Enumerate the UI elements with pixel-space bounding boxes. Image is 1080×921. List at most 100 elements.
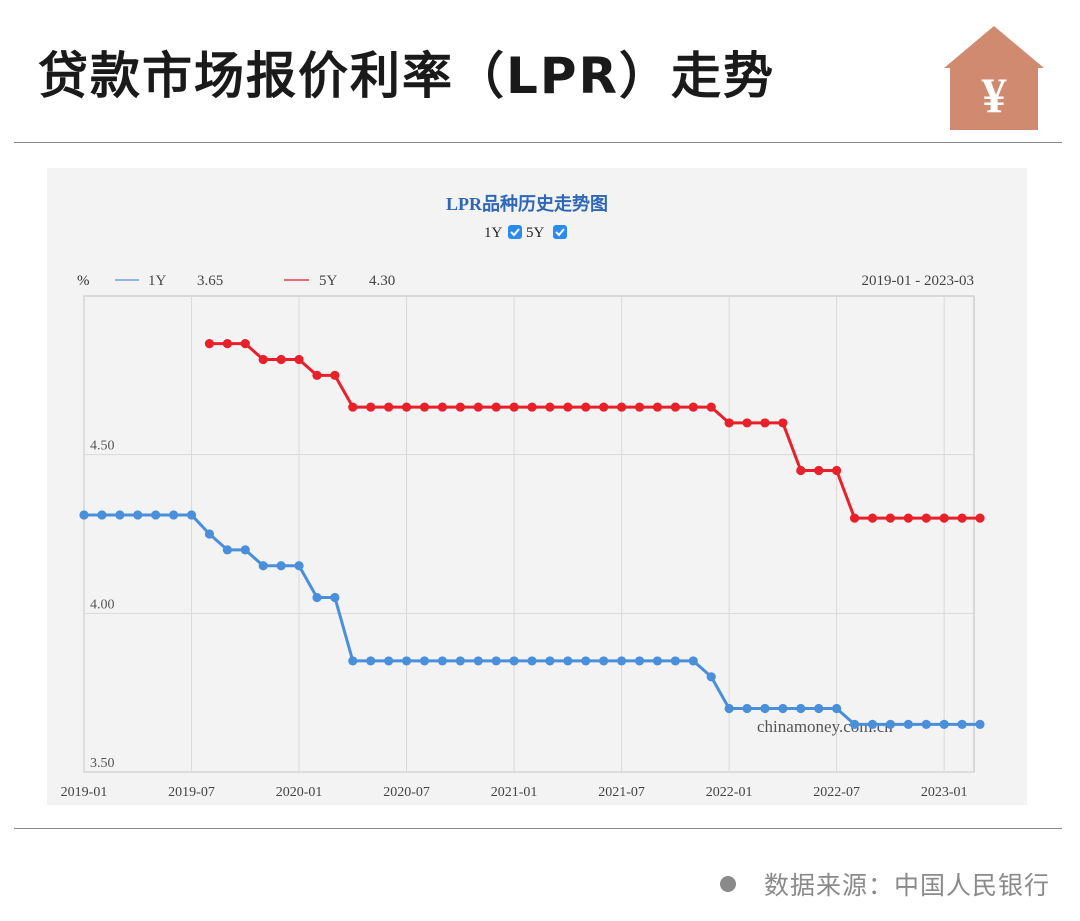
data-point[interactable] (921, 719, 931, 730)
data-point[interactable] (384, 402, 394, 412)
data-point[interactable] (401, 656, 412, 666)
data-point[interactable] (204, 529, 215, 539)
data-point[interactable] (652, 402, 663, 412)
data-point[interactable] (975, 513, 985, 523)
data-point[interactable] (599, 656, 609, 666)
data-point[interactable] (240, 339, 250, 349)
data-point[interactable] (867, 513, 878, 523)
toggle-5y-checkbox[interactable] (553, 225, 567, 239)
data-point[interactable] (419, 402, 430, 412)
data-point[interactable] (688, 402, 698, 412)
data-point[interactable] (563, 656, 573, 666)
data-point[interactable] (222, 545, 232, 555)
data-point[interactable] (903, 719, 913, 730)
data-point[interactable] (115, 510, 125, 520)
data-point[interactable] (617, 402, 627, 412)
data-point[interactable] (527, 656, 537, 666)
chart-grid (83, 295, 975, 773)
data-point[interactable] (849, 719, 860, 730)
data-point[interactable] (742, 703, 752, 714)
data-point[interactable] (437, 402, 447, 412)
data-point[interactable] (455, 402, 465, 412)
data-point[interactable] (276, 354, 286, 365)
data-point[interactable] (401, 402, 412, 412)
data-point[interactable] (724, 703, 734, 714)
data-point[interactable] (437, 656, 447, 666)
data-point[interactable] (939, 513, 949, 523)
data-point[interactable] (348, 402, 358, 412)
data-point[interactable] (796, 703, 806, 714)
data-point[interactable] (133, 510, 143, 520)
data-point[interactable] (867, 719, 878, 730)
data-point[interactable] (832, 465, 842, 476)
data-point[interactable] (742, 418, 752, 428)
data-point[interactable] (276, 561, 286, 571)
data-point[interactable] (706, 402, 716, 412)
data-point[interactable] (330, 592, 340, 603)
data-point[interactable] (814, 465, 824, 476)
data-point[interactable] (97, 510, 107, 520)
data-point[interactable] (258, 354, 268, 365)
data-point[interactable] (455, 656, 465, 666)
data-point[interactable] (545, 402, 555, 412)
data-point[interactable] (832, 703, 842, 714)
data-point[interactable] (634, 656, 645, 666)
data-point[interactable] (204, 339, 215, 349)
data-point[interactable] (581, 402, 591, 412)
data-point[interactable] (222, 339, 232, 349)
data-point[interactable] (885, 719, 896, 730)
chart-title: LPR品种历史走势图 (446, 193, 608, 214)
data-point[interactable] (509, 656, 519, 666)
data-point[interactable] (634, 402, 645, 412)
data-point[interactable] (151, 510, 161, 520)
data-point[interactable] (724, 418, 734, 428)
data-point[interactable] (186, 510, 197, 520)
data-point[interactable] (294, 561, 304, 571)
data-point[interactable] (509, 402, 519, 412)
data-point[interactable] (384, 656, 394, 666)
data-point[interactable] (545, 656, 555, 666)
data-point[interactable] (348, 656, 358, 666)
data-point[interactable] (670, 402, 680, 412)
data-point[interactable] (330, 370, 340, 380)
data-point[interactable] (617, 656, 627, 666)
data-point[interactable] (419, 656, 430, 666)
data-point[interactable] (706, 672, 716, 682)
page-title: 贷款市场报价利率（LPR）走势 (38, 47, 776, 105)
data-point[interactable] (652, 656, 663, 666)
data-point[interactable] (760, 418, 770, 428)
data-point[interactable] (581, 656, 591, 666)
data-point[interactable] (312, 370, 322, 380)
data-point[interactable] (294, 354, 304, 365)
data-point[interactable] (670, 656, 680, 666)
data-point[interactable] (903, 513, 913, 523)
data-point[interactable] (473, 402, 483, 412)
data-point[interactable] (939, 719, 949, 730)
data-point[interactable] (366, 402, 376, 412)
data-point[interactable] (312, 592, 322, 603)
data-point[interactable] (957, 513, 967, 523)
data-point[interactable] (688, 656, 698, 666)
data-point[interactable] (491, 402, 501, 412)
data-point[interactable] (473, 656, 483, 666)
data-point[interactable] (760, 703, 770, 714)
data-point[interactable] (796, 465, 806, 476)
data-point[interactable] (491, 656, 501, 666)
data-point[interactable] (258, 561, 268, 571)
data-point[interactable] (527, 402, 537, 412)
data-point[interactable] (240, 545, 250, 555)
data-point[interactable] (814, 703, 824, 714)
toggle-1y-checkbox[interactable] (508, 225, 522, 239)
data-point[interactable] (778, 703, 788, 714)
data-point[interactable] (778, 418, 788, 428)
data-point[interactable] (885, 513, 896, 523)
data-point[interactable] (849, 513, 860, 523)
data-point[interactable] (599, 402, 609, 412)
data-point[interactable] (563, 402, 573, 412)
data-point[interactable] (366, 656, 376, 666)
data-point[interactable] (169, 510, 179, 520)
data-point[interactable] (975, 719, 985, 730)
data-point[interactable] (957, 719, 967, 730)
data-point[interactable] (921, 513, 931, 523)
data-point[interactable] (79, 510, 89, 520)
